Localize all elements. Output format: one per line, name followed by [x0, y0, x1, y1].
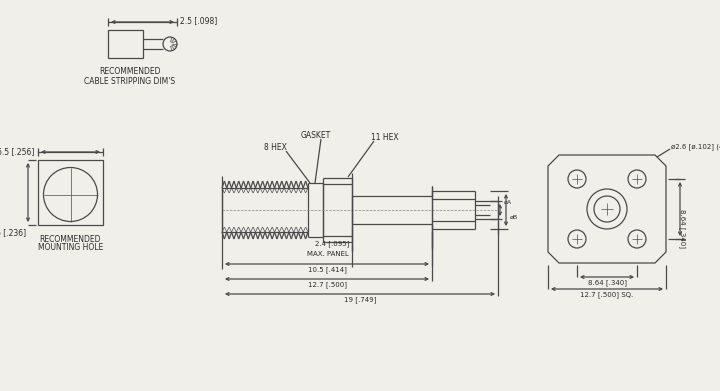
- Text: 6 [.236]: 6 [.236]: [0, 228, 26, 237]
- Text: MAX. PANEL: MAX. PANEL: [307, 251, 349, 257]
- Text: 19 [.749]: 19 [.749]: [344, 297, 376, 303]
- Text: CABLE STRIPPING DIM'S: CABLE STRIPPING DIM'S: [84, 77, 176, 86]
- Text: 2.4 [.095]: 2.4 [.095]: [315, 240, 349, 248]
- Polygon shape: [548, 155, 666, 263]
- Text: 12.7 [.500]: 12.7 [.500]: [307, 282, 346, 289]
- Text: øB: øB: [510, 215, 518, 220]
- Bar: [108, 30, 143, 58]
- Text: 10.5 [.414]: 10.5 [.414]: [307, 267, 346, 273]
- Text: 11 HEX: 11 HEX: [372, 133, 399, 142]
- Text: 6.5 [.256]: 6.5 [.256]: [0, 147, 34, 156]
- Bar: [38, 160, 103, 225]
- Text: 12.7 [.500] SQ.: 12.7 [.500] SQ.: [580, 292, 634, 298]
- Text: RECOMMENDED: RECOMMENDED: [99, 68, 161, 77]
- Text: MOUNTING HOLE: MOUNTING HOLE: [38, 244, 103, 253]
- Text: GASKET: GASKET: [301, 131, 331, 140]
- Text: 2.5 [.098]: 2.5 [.098]: [180, 16, 217, 25]
- Text: ø2.6 [ø.102] (4X): ø2.6 [ø.102] (4X): [671, 143, 720, 151]
- Text: RECOMMENDED: RECOMMENDED: [40, 235, 102, 244]
- Text: 8.64 [.340]: 8.64 [.340]: [679, 209, 685, 248]
- Text: 8 HEX: 8 HEX: [264, 143, 287, 152]
- Circle shape: [594, 196, 620, 222]
- Text: 8.64 [.340]: 8.64 [.340]: [588, 280, 626, 286]
- Text: øA: øA: [504, 200, 512, 205]
